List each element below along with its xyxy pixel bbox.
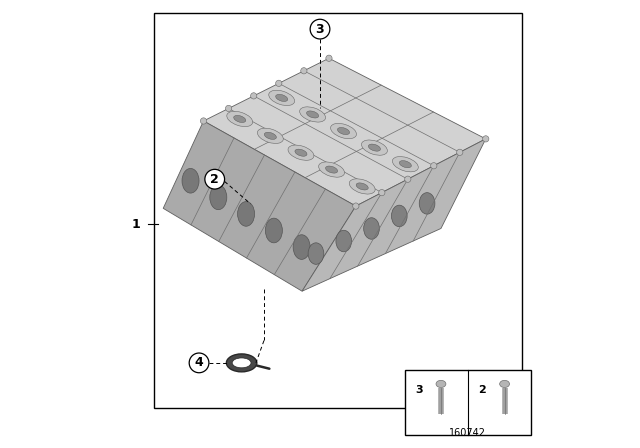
Circle shape [456, 149, 463, 155]
Circle shape [200, 118, 207, 124]
Circle shape [353, 203, 359, 209]
Ellipse shape [293, 235, 310, 259]
Ellipse shape [308, 243, 324, 264]
Circle shape [301, 68, 307, 74]
Ellipse shape [264, 132, 276, 139]
Text: 3: 3 [316, 22, 324, 36]
Circle shape [379, 190, 385, 196]
Ellipse shape [227, 111, 253, 127]
Ellipse shape [336, 230, 351, 252]
Ellipse shape [392, 205, 407, 227]
Ellipse shape [210, 185, 227, 210]
Ellipse shape [300, 107, 326, 122]
Ellipse shape [237, 202, 255, 226]
Circle shape [251, 93, 257, 99]
Polygon shape [302, 139, 486, 291]
Circle shape [310, 19, 330, 39]
Text: 1: 1 [132, 217, 141, 231]
Circle shape [431, 163, 437, 169]
Ellipse shape [364, 218, 380, 239]
Circle shape [404, 176, 411, 182]
Ellipse shape [276, 95, 288, 101]
Ellipse shape [227, 354, 257, 372]
Text: 160742: 160742 [449, 428, 486, 438]
Bar [154, 13, 522, 408]
Ellipse shape [362, 140, 387, 155]
Ellipse shape [288, 145, 314, 160]
Circle shape [326, 55, 332, 61]
Circle shape [225, 105, 232, 112]
Text: 2: 2 [211, 172, 219, 186]
Circle shape [483, 136, 489, 142]
Ellipse shape [182, 168, 199, 193]
Polygon shape [204, 58, 486, 206]
Ellipse shape [369, 144, 380, 151]
Ellipse shape [269, 90, 294, 106]
Ellipse shape [500, 380, 509, 388]
Ellipse shape [419, 193, 435, 214]
Ellipse shape [436, 380, 446, 388]
Ellipse shape [232, 358, 251, 368]
Ellipse shape [349, 179, 375, 194]
Ellipse shape [399, 161, 412, 168]
Polygon shape [163, 121, 356, 291]
Text: 2: 2 [477, 385, 486, 395]
Bar [405, 370, 531, 435]
Circle shape [205, 169, 225, 189]
Ellipse shape [337, 128, 349, 134]
Ellipse shape [319, 162, 344, 177]
Circle shape [189, 353, 209, 373]
Circle shape [276, 80, 282, 86]
Ellipse shape [257, 128, 284, 143]
Ellipse shape [356, 183, 368, 190]
Ellipse shape [234, 116, 246, 122]
Ellipse shape [331, 123, 356, 139]
Text: 4: 4 [195, 356, 204, 370]
Ellipse shape [307, 111, 319, 118]
Ellipse shape [326, 166, 338, 173]
Text: 3: 3 [415, 385, 422, 395]
Ellipse shape [392, 156, 419, 172]
Ellipse shape [295, 149, 307, 156]
Ellipse shape [266, 218, 282, 243]
